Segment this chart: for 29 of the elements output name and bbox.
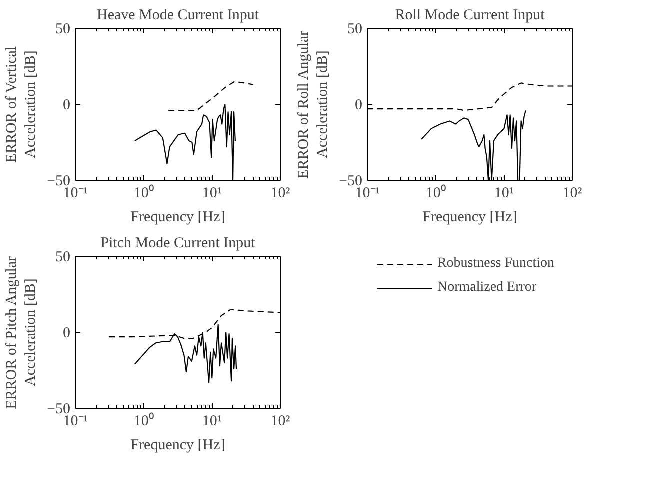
x-tick-label: 10⁰ xyxy=(134,412,154,430)
legend-label: Robustness Function xyxy=(437,256,555,272)
x-tick-label: 10² xyxy=(270,186,291,202)
x-axis-title: Frequency [Hz] xyxy=(130,210,226,226)
x-tick-label: 10⁻¹ xyxy=(63,186,88,202)
x-tick-label: 10⁰ xyxy=(426,184,446,202)
y-tick-label: 0 xyxy=(63,326,70,342)
x-tick-label: 10⁰ xyxy=(134,184,154,202)
y-tick-label: 50 xyxy=(56,22,70,38)
x-tick-label: 10² xyxy=(562,186,583,202)
legend-label: Normalized Error xyxy=(437,280,537,296)
x-tick-label: 10⁻¹ xyxy=(63,414,88,430)
x-axis-title: Frequency [Hz] xyxy=(422,210,518,226)
y-axis-title: ERROR of Vertical Acceleration [dB] xyxy=(4,46,40,163)
chart-title: Pitch Mode Current Input xyxy=(100,236,256,252)
y-tick-label: 0 xyxy=(63,98,70,114)
y-tick-label: 50 xyxy=(56,250,70,266)
x-tick-label: 10⁻¹ xyxy=(355,186,380,202)
x-tick-label: 10¹ xyxy=(202,186,222,202)
chart-title: Roll Mode Current Input xyxy=(395,8,546,24)
x-tick-label: 10¹ xyxy=(202,414,222,430)
x-tick-label: 10² xyxy=(270,414,291,430)
chart-title: Heave Mode Current Input xyxy=(96,8,260,24)
y-axis-title: ERROR of Pitch Angular Acceleration [dB] xyxy=(4,256,40,410)
y-tick-label: 0 xyxy=(355,98,362,114)
x-tick-label: 10¹ xyxy=(494,186,514,202)
y-tick-label: 50 xyxy=(348,22,362,38)
y-axis-title: ERROR of Roll Angular Acceleration [dB] xyxy=(296,30,332,179)
x-axis-title: Frequency [Hz] xyxy=(130,438,226,454)
